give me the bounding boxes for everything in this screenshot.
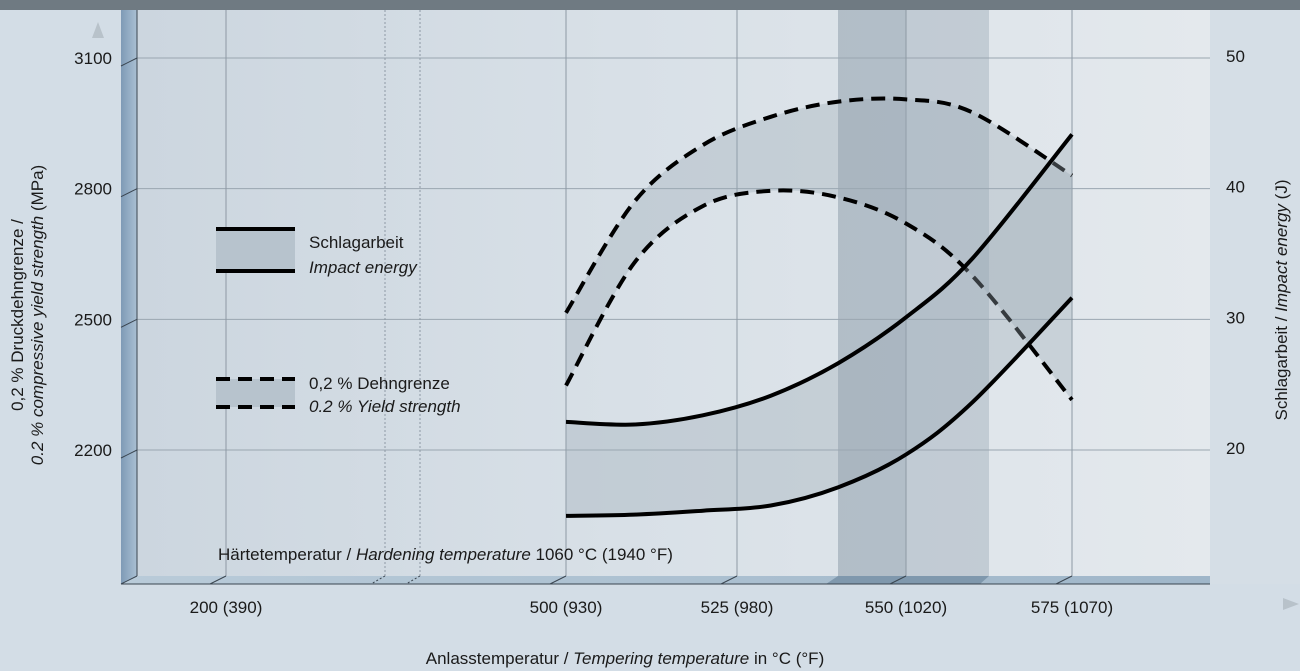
h-gridline-3d (120, 449, 138, 459)
highlight-band-inner (838, 10, 906, 576)
x-axis-label: Anlasstemperatur / Tempering temperature… (426, 649, 824, 668)
series-band (566, 98, 1072, 400)
right-axis-panel (1210, 10, 1300, 584)
right-tick-label: 20 (1226, 439, 1245, 458)
legend-label-de: Schlagarbeit (309, 233, 404, 252)
x-tick-label: 500 (930) (530, 598, 603, 617)
right-tick-label: 40 (1226, 178, 1245, 197)
v-tick-3d (209, 575, 227, 585)
left-axis-label-line1: 0,2 % Druckdehngrenze / (8, 219, 27, 411)
up-arrow-icon (92, 22, 104, 38)
v-tick-3d (889, 575, 907, 585)
plot-area (137, 10, 1210, 576)
legend-label-en: Impact energy (309, 258, 418, 277)
legend: Schlagarbeit Impact energy 0,2 % Dehngrenz… (216, 227, 461, 416)
h-gridline-3d (120, 57, 138, 67)
left-axis-label-line2: 0.2 % compressive yield strength (MPa) (28, 165, 47, 465)
right-tick-label: 50 (1226, 47, 1245, 66)
v-tick-3d (549, 575, 567, 585)
left-wall (121, 10, 137, 584)
right-tick-label: 30 (1226, 308, 1245, 327)
right-arrow-icon (1283, 598, 1299, 610)
legend-swatch (216, 229, 295, 271)
hardening-annotation: Härtetemperatur / Hardening temperature … (218, 545, 673, 564)
axis-corner (120, 575, 138, 585)
left-tick-label: 2500 (74, 310, 112, 329)
axis-break-3d (405, 575, 421, 585)
series-upper-line (564, 96, 1074, 314)
left-tick-label: 2200 (74, 441, 112, 460)
legend-label-de: 0,2 % Dehngrenze (309, 374, 450, 393)
axes (120, 10, 1210, 585)
x-tick-label: 550 (1020) (865, 598, 947, 617)
h-gridline-3d (120, 318, 138, 328)
h-gridline-3d (120, 188, 138, 198)
left-tick-label: 2800 (74, 180, 112, 199)
texts: 2200 2500 2800 3100 20 30 40 50 200 (390) 500 (93… (8, 47, 1291, 668)
curves (564, 96, 1074, 518)
right-axis-label: Schlagarbeit / Impact energy (J) (1272, 180, 1291, 421)
axis-break-3d (370, 575, 386, 585)
x-tick-label: 200 (390) (190, 598, 263, 617)
v-tick-3d (720, 575, 738, 585)
series-lower-line (564, 188, 1074, 402)
series-band (566, 134, 1072, 516)
top-bar (0, 0, 1300, 10)
legend-swatch (216, 379, 295, 407)
x-tick-label: 575 (1070) (1031, 598, 1113, 617)
series-upper-line (565, 133, 1074, 427)
v-tick-3d (1055, 575, 1073, 585)
series-lower-line (565, 296, 1074, 518)
highlight-band-floor (826, 576, 989, 584)
x-tick-label: 525 (980) (701, 598, 774, 617)
legend-label-en: 0.2 % Yield strength (309, 397, 461, 416)
floor (121, 576, 1210, 584)
highlight-band (838, 10, 989, 576)
left-tick-label: 3100 (74, 49, 112, 68)
